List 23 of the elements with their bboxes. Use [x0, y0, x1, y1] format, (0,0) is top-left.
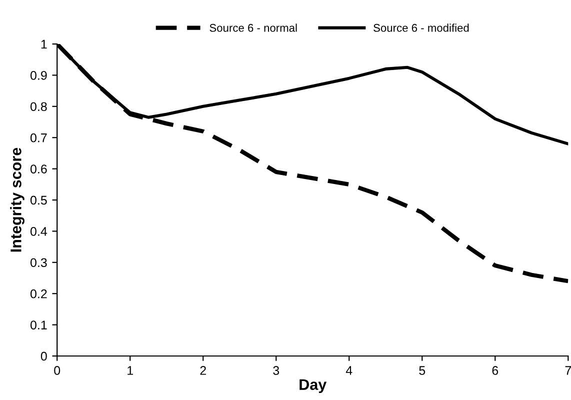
- x-tick-label: 1: [128, 366, 133, 375]
- y-tick-label: 0.2: [30, 289, 47, 298]
- legend-label: Source 6 - modified: [374, 24, 469, 32]
- x-tick-label: 0: [54, 366, 60, 375]
- y-tick-label: 0.4: [30, 227, 48, 236]
- x-tick-label: 2: [200, 366, 206, 375]
- y-tick-label: 0: [40, 352, 47, 361]
- x-tick-label: 6: [492, 366, 498, 375]
- y-tick-label: 0.6: [30, 164, 47, 174]
- y-axis-title: Integrity score: [10, 148, 24, 252]
- x-tick-label: 3: [273, 366, 280, 375]
- legend-label: Source 6 - normal: [210, 24, 297, 32]
- y-tick-label: 0.5: [30, 196, 47, 205]
- y-tick-label: 0.9: [30, 71, 47, 80]
- y-tick-label: 1: [41, 40, 47, 49]
- x-axis-title: Day: [300, 379, 327, 394]
- y-tick-label: 0.3: [30, 258, 47, 268]
- y-tick-label: 0.8: [30, 102, 47, 112]
- x-tick-label: 4: [346, 366, 352, 375]
- x-tick-label: 5: [419, 366, 426, 375]
- y-tick-label: 0.7: [30, 133, 47, 142]
- x-tick-label: 7: [565, 366, 571, 375]
- y-tick-label: 0.1: [30, 320, 47, 330]
